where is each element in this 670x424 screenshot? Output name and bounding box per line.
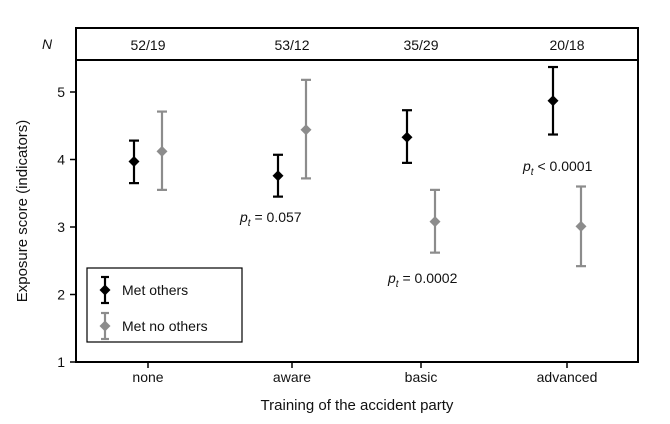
p-value-advanced: pt < 0.0001 — [522, 158, 593, 178]
met-no-others-aware-point — [300, 124, 312, 136]
legend: Met others Met no others — [86, 267, 243, 343]
series-met-no-others — [156, 78, 587, 268]
met-no-others-basic-point — [429, 216, 441, 228]
n-value-basic: 35/29 — [403, 37, 438, 53]
p-value-annotations: pt = 0.057 pt = 0.0002 pt < 0.0001 — [239, 158, 593, 290]
legend-met-no-others: Met no others — [99, 311, 208, 341]
met-others-basic-point — [401, 131, 413, 143]
x-axis: none aware basic advanced — [132, 362, 597, 385]
p-value-aware: pt = 0.057 — [239, 209, 302, 229]
n-values: 52/19 53/12 35/29 20/18 — [130, 37, 584, 53]
y-tick-label-2: 2 — [57, 287, 65, 303]
met-others-aware-point — [272, 170, 284, 182]
legend-met-no-others-marker — [99, 320, 111, 332]
x-tick-label-none: none — [132, 369, 163, 385]
series-met-others — [128, 65, 559, 198]
legend-met-others-marker — [99, 284, 111, 296]
legend-met-others-label: Met others — [122, 282, 188, 298]
met-others-none-point — [128, 156, 140, 168]
x-tick-label-advanced: advanced — [537, 369, 598, 385]
n-value-none: 52/19 — [130, 37, 165, 53]
y-tick-label-1: 1 — [57, 354, 65, 370]
x-axis-title: Training of the accident party — [261, 397, 454, 414]
y-tick-label-5: 5 — [57, 84, 65, 100]
legend-met-no-others-label: Met no others — [122, 318, 208, 334]
met-no-others-none-point — [156, 145, 168, 157]
n-value-advanced: 20/18 — [549, 37, 584, 53]
legend-box — [86, 267, 243, 343]
y-tick-label-4: 4 — [57, 152, 65, 168]
x-tick-label-basic: basic — [405, 369, 438, 385]
n-value-aware: 53/12 — [274, 37, 309, 53]
n-header-label: N — [42, 36, 53, 52]
x-tick-label-aware: aware — [273, 369, 311, 385]
met-no-others-advanced-point — [575, 220, 587, 232]
p-value-basic: pt = 0.0002 — [387, 270, 458, 290]
legend-met-others: Met others — [99, 275, 188, 305]
met-others-advanced-point — [547, 95, 559, 107]
y-axis-title: Exposure score (indicators) — [14, 120, 31, 303]
data-marks — [128, 65, 587, 268]
y-axis: 1 2 3 4 5 — [57, 84, 76, 370]
plot-area — [75, 59, 639, 363]
y-tick-label-3: 3 — [57, 219, 65, 235]
